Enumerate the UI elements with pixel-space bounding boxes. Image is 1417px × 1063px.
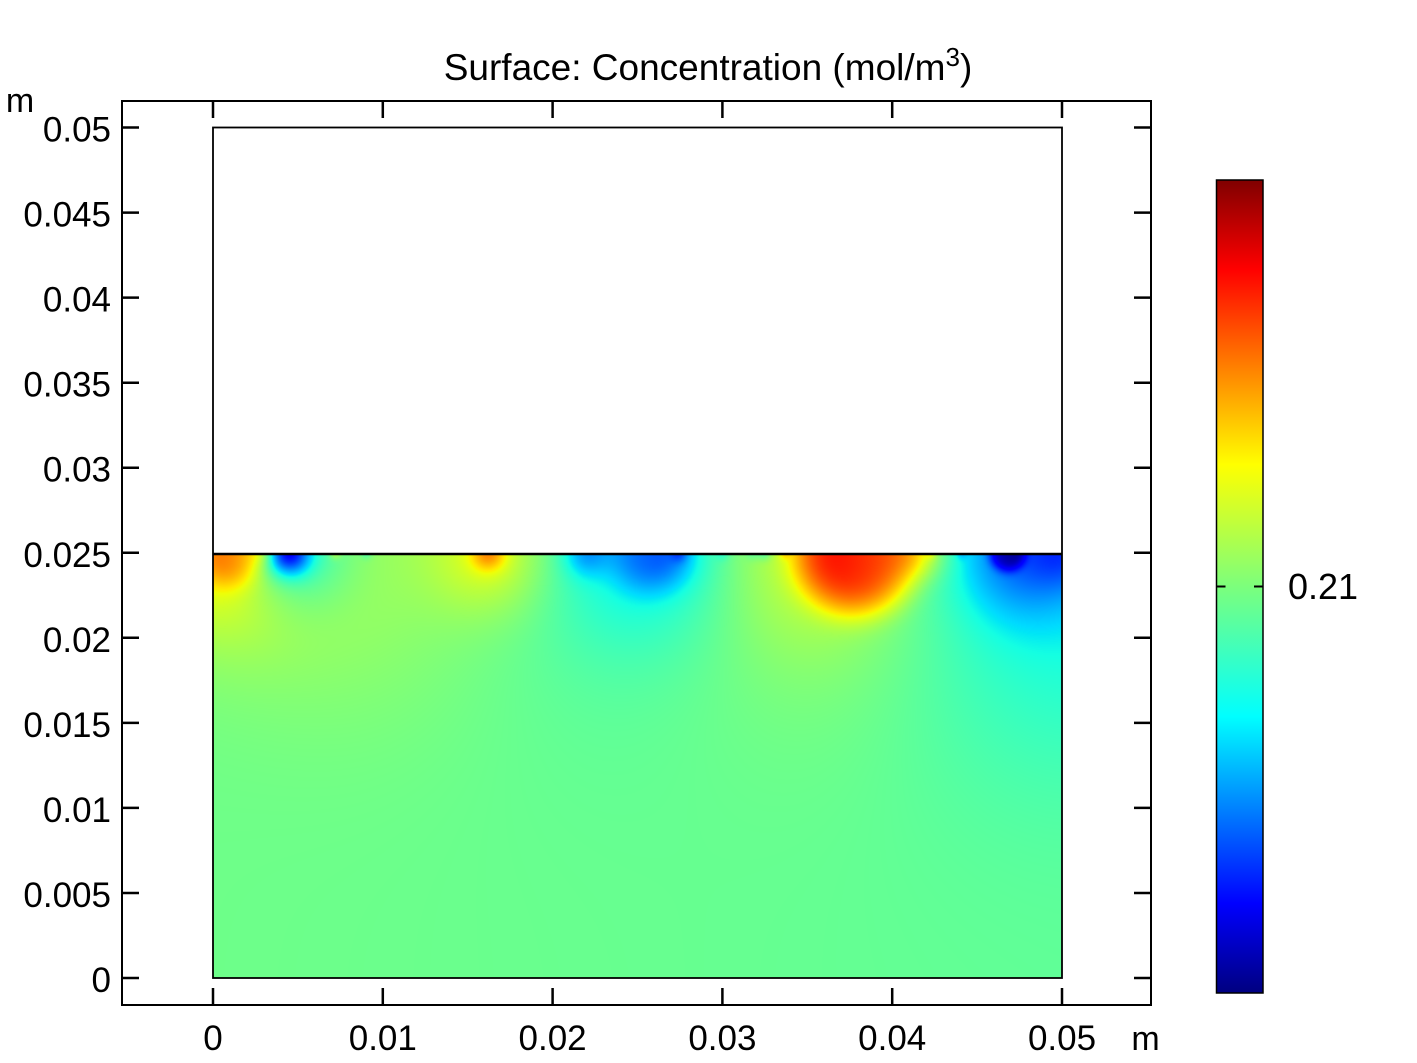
svg-text:Surface: Concentration (mol/m3: Surface: Concentration (mol/m3) [444,42,973,88]
svg-text:0.04: 0.04 [858,1019,926,1058]
svg-text:0.04: 0.04 [43,281,111,320]
svg-text:0: 0 [203,1019,222,1058]
svg-text:m: m [1131,1020,1159,1058]
svg-text:0.025: 0.025 [23,536,111,575]
svg-text:0.035: 0.035 [23,366,111,405]
svg-text:0.02: 0.02 [519,1019,587,1058]
svg-text:0.005: 0.005 [23,876,111,915]
svg-text:0.015: 0.015 [23,706,111,745]
svg-text:0.21: 0.21 [1288,566,1358,607]
svg-text:m: m [6,82,34,120]
svg-text:0: 0 [92,961,111,1000]
svg-text:0.05: 0.05 [1028,1019,1096,1058]
svg-text:0.01: 0.01 [349,1019,417,1058]
svg-text:0.02: 0.02 [43,621,111,660]
svg-text:0.03: 0.03 [688,1019,756,1058]
svg-text:0.01: 0.01 [43,791,111,830]
svg-text:0.05: 0.05 [43,111,111,150]
svg-text:0.03: 0.03 [43,451,111,490]
svg-text:0.045: 0.045 [23,196,111,235]
